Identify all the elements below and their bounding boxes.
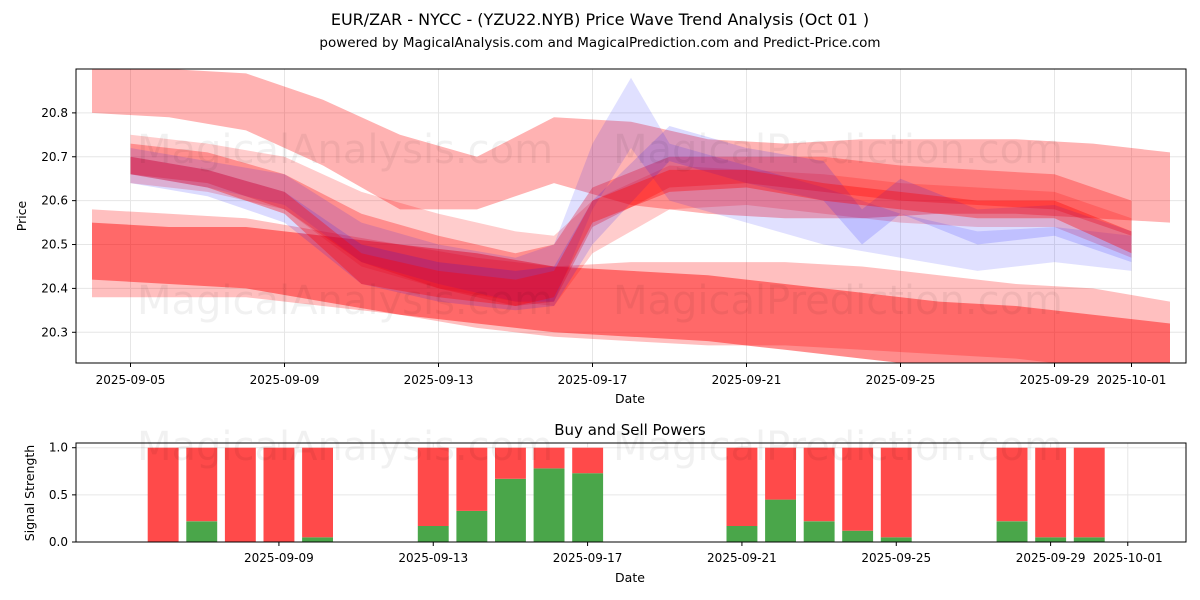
watermark-right-bottom: MagicalPrediction.com: [613, 424, 1063, 470]
sell-bar: [224, 447, 256, 542]
chart-subtitle: powered by MagicalAnalysis.com and Magic…: [319, 35, 880, 51]
price-band-wave-7: [130, 126, 1132, 311]
power-x-tick-label: 2025-09-17: [553, 551, 623, 565]
power-y-tick-label: 0.5: [49, 488, 68, 502]
sell-bar: [726, 447, 758, 526]
buy-bar: [880, 537, 912, 542]
price-band-wave-2: [92, 222, 1170, 363]
price-x-tick-label: 2025-09-25: [866, 373, 936, 387]
price-x-tick-label: 2025-09-05: [96, 373, 166, 387]
watermark-right-mid: MagicalPrediction.com: [613, 278, 1063, 324]
buy-bar: [842, 530, 874, 542]
price-axes-frame: [75, 68, 1187, 364]
price-y-tick-label: 20.8: [41, 106, 68, 120]
sell-bar: [147, 447, 179, 542]
buy-bar: [186, 521, 218, 542]
sell-bar: [880, 447, 912, 538]
price-x-ticks: 2025-09-05 2025-09-09 2025-09-13 2025-09-17…: [96, 363, 1167, 387]
buy-bar: [495, 478, 526, 542]
watermark-left-bottom: MagicalAnalysis.com: [137, 424, 553, 470]
buy-bar: [456, 510, 488, 542]
sell-bar: [1073, 447, 1105, 538]
power-x-ticks: 2025-09-09 2025-09-13 2025-09-17 2025-09-21…: [244, 542, 1163, 565]
buy-bar: [726, 526, 758, 542]
watermark-left-mid: MagicalAnalysis.com: [137, 278, 553, 324]
buy-bar: [803, 521, 835, 542]
sell-bar: [842, 447, 874, 531]
price-x-tick-label: 2025-09-29: [1020, 373, 1090, 387]
price-x-tick-label: 2025-09-09: [250, 373, 320, 387]
buy-bar: [765, 499, 796, 542]
power-x-tick-label: 2025-09-13: [398, 551, 468, 565]
price-y-tick-label: 20.4: [41, 281, 68, 295]
sell-bar: [186, 447, 218, 522]
price-chart: MagicalAnalysis.com MagicalPrediction.co…: [14, 68, 1187, 406]
price-x-tick-label: 2025-09-21: [712, 373, 782, 387]
price-x-label: Date: [615, 391, 645, 406]
sell-bar: [302, 447, 333, 538]
power-y-tick-label: 0.0: [49, 535, 68, 549]
sell-bar: [495, 447, 526, 479]
price-x-tick-label: 2025-10-01: [1097, 373, 1167, 387]
price-x-tick-label: 2025-09-17: [558, 373, 628, 387]
buy-bar: [1073, 537, 1105, 542]
sell-bar: [1035, 447, 1067, 538]
price-bands: [92, 69, 1170, 363]
power-y-ticks: 0.0 0.5 1.0: [49, 441, 76, 549]
power-x-tick-label: 2025-09-25: [861, 551, 931, 565]
price-y-label: Price: [14, 200, 29, 231]
price-y-tick-label: 20.7: [41, 150, 68, 164]
buy-bar: [572, 473, 604, 542]
watermark-left-top: MagicalAnalysis.com: [137, 127, 553, 173]
price-band-wave-5: [130, 134, 1132, 306]
power-bars: [147, 447, 1105, 542]
sell-bar: [572, 447, 604, 474]
power-axes-frame: [75, 442, 1187, 543]
watermark-right-top: MagicalPrediction.com: [613, 127, 1063, 173]
power-chart: Buy and Sell Powers MagicalAnalysis.com …: [22, 421, 1187, 585]
power-x-tick-label: 2025-09-29: [1016, 551, 1086, 565]
price-band-wave-8: [130, 156, 1132, 306]
price-y-tick-label: 20.3: [41, 325, 68, 339]
power-x-tick-label: 2025-09-09: [244, 551, 314, 565]
sell-bar: [996, 447, 1028, 522]
sell-bar: [765, 447, 796, 500]
price-grid: [76, 69, 1186, 363]
buy-bar: [417, 526, 449, 542]
price-band-wave-4: [130, 143, 1132, 306]
power-chart-title: Buy and Sell Powers: [554, 421, 706, 439]
price-y-tick-label: 20.5: [41, 238, 68, 252]
power-x-tick-label: 2025-10-01: [1093, 551, 1163, 565]
buy-bar: [996, 521, 1028, 542]
power-y-tick-label: 1.0: [49, 441, 68, 455]
price-band-wave-3: [92, 209, 1170, 363]
power-x-tick-label: 2025-09-21: [707, 551, 777, 565]
buy-bar: [533, 468, 565, 542]
power-y-label: Signal Strength: [22, 445, 37, 541]
sell-bar: [417, 447, 449, 526]
buy-bar: [302, 537, 333, 542]
price-band-wave-1: [92, 69, 1170, 223]
power-x-label: Date: [615, 570, 645, 585]
sell-bar: [803, 447, 835, 522]
price-band-wave-6: [130, 77, 1132, 302]
buy-bar: [1035, 537, 1067, 542]
sell-bar: [533, 447, 565, 469]
price-x-tick-label: 2025-09-13: [404, 373, 474, 387]
price-y-ticks: 20.3 20.4 20.5 20.6 20.7 20.8: [41, 106, 76, 339]
price-y-tick-label: 20.6: [41, 194, 68, 208]
sell-bar: [263, 447, 295, 542]
chart-title: EUR/ZAR - NYCC - (YZU22.NYB) Price Wave …: [331, 10, 869, 29]
sell-bar: [456, 447, 488, 511]
